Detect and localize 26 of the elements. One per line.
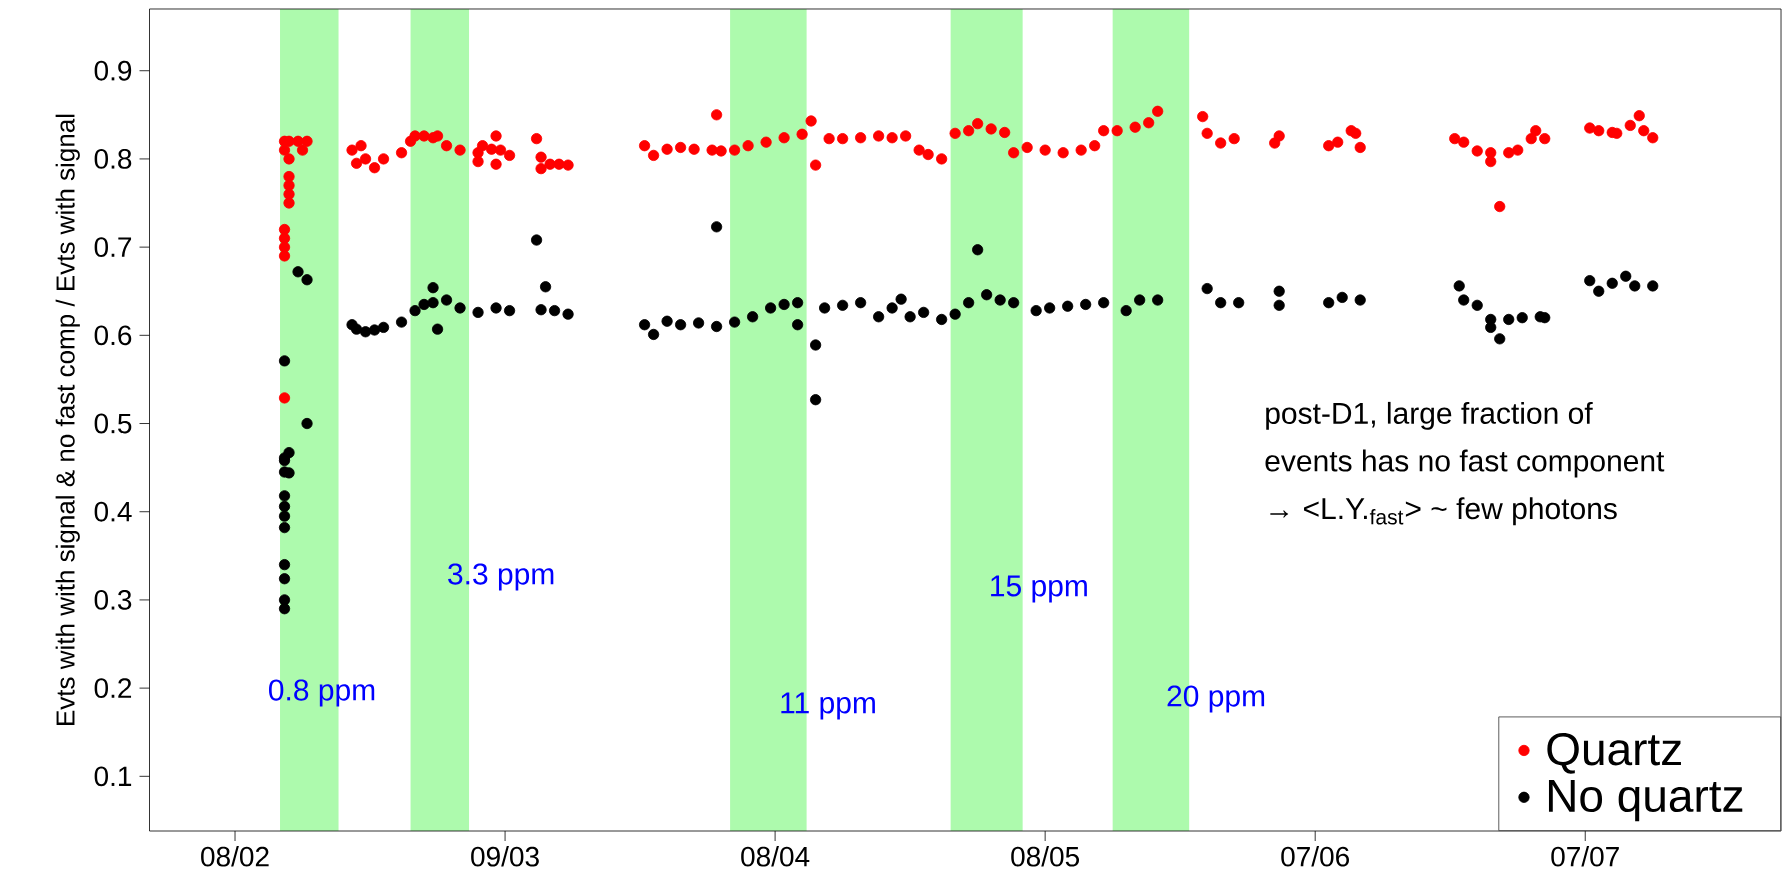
band-label: 20 ppm — [1167, 685, 1265, 713]
x-tick-label: 09/03 — [471, 846, 539, 867]
band-label: 3.3 ppm — [448, 563, 554, 591]
annotation: post-D1, large fraction of — [1266, 401, 1593, 430]
x-tick-label: 07/07 — [1551, 846, 1619, 867]
y-tick-label: 0.6 — [94, 325, 132, 346]
y-tick-label: 0.7 — [94, 237, 132, 258]
annotation: → <L.Y.$_{fast}$> ~ few photons — [1270, 497, 1617, 526]
annotation: events has no fast component — [1265, 449, 1665, 478]
y-tick-label: 0.9 — [94, 60, 132, 81]
x-tick-label: 08/04 — [741, 846, 810, 867]
band-label: 11 ppm — [781, 692, 875, 720]
y-axis-title: Evts with with signal & no fast comp / Evts with signal — [55, 114, 80, 725]
y-tick-label: 0.3 — [94, 590, 132, 610]
y-tick-label: 0.8 — [94, 149, 132, 169]
x-tick-label: 08/05 — [1011, 846, 1080, 867]
y-tick-label: 0.1 — [94, 766, 132, 787]
x-tick-label: 07/06 — [1281, 846, 1349, 867]
band-label: 0.8 ppm — [269, 679, 375, 707]
legend-label: Quartz — [1547, 732, 1681, 774]
y-tick-label: 0.4 — [94, 501, 132, 522]
x-tick-label: 08/02 — [201, 846, 269, 867]
y-tick-label: 0.2 — [94, 678, 132, 699]
band-label: 15 ppm — [991, 575, 1087, 603]
y-tick-label: 0.5 — [94, 413, 132, 434]
legend-label: No quartz — [1548, 779, 1743, 822]
